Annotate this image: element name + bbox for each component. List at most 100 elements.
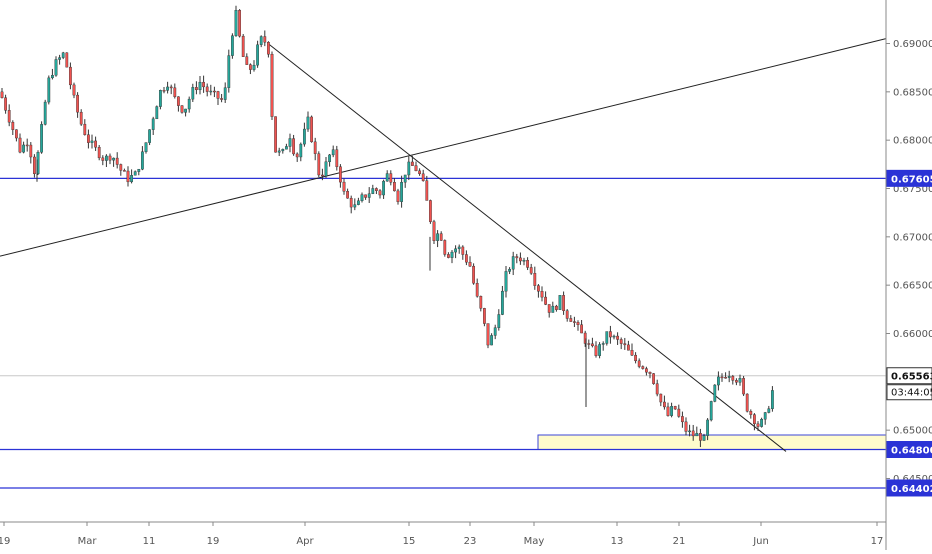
- candle-body: [51, 74, 54, 79]
- candle-body: [353, 204, 357, 208]
- candle-body: [648, 371, 652, 374]
- candle-body: [166, 86, 169, 91]
- candle-body: [609, 331, 612, 338]
- candle-body: [767, 408, 771, 413]
- countdown-label: 03:44:05: [891, 388, 932, 399]
- candle-body: [209, 90, 213, 93]
- candle-body: [605, 331, 609, 344]
- candle-body: [202, 81, 205, 88]
- candle-body: [645, 368, 648, 373]
- candle-body: [742, 378, 746, 395]
- candle-body: [248, 64, 252, 70]
- candle-body: [735, 380, 738, 383]
- candle-body: [245, 56, 249, 65]
- candle-body: [4, 97, 8, 111]
- candle-body: [655, 383, 659, 395]
- candle-body: [18, 137, 22, 153]
- candle-body: [641, 366, 645, 369]
- level-badge-box: [886, 441, 932, 458]
- candle-body: [393, 182, 396, 192]
- candle-body: [594, 345, 598, 356]
- x-tick-label: 19: [0, 536, 10, 547]
- candle-body: [7, 110, 11, 123]
- candle-body: [537, 285, 540, 292]
- candle-body: [720, 376, 724, 379]
- candle-body: [169, 86, 173, 89]
- candle-body: [389, 173, 393, 183]
- candle-body: [277, 150, 281, 153]
- candle-body: [529, 267, 533, 274]
- candle-body: [738, 378, 742, 383]
- level-badge-box: [886, 169, 932, 187]
- candle-body: [270, 53, 274, 117]
- candle-body: [205, 86, 209, 92]
- candle-body: [450, 251, 454, 258]
- candle-body: [702, 435, 706, 441]
- horizontal-levels-group: [0, 177, 886, 489]
- candle-body: [108, 155, 112, 161]
- candle-body: [727, 376, 731, 378]
- candle-body: [699, 433, 702, 441]
- candle-body: [79, 111, 83, 125]
- candle-body: [263, 36, 267, 43]
- candle-body: [634, 354, 638, 362]
- candle-body: [115, 157, 119, 165]
- candle-body: [637, 360, 641, 367]
- candle-body: [230, 35, 234, 56]
- candle-body: [212, 90, 216, 93]
- candle-body: [216, 91, 220, 99]
- candle-body: [274, 116, 277, 153]
- candle-body: [670, 406, 674, 416]
- candle-body: [659, 393, 663, 403]
- current-price-badge-box: [886, 367, 932, 385]
- candle-body: [619, 339, 623, 344]
- candle-body: [565, 310, 569, 319]
- support-zone-group: [537, 434, 887, 450]
- candle-body: [367, 193, 371, 198]
- candle-body: [490, 335, 493, 346]
- candle-body: [583, 332, 587, 344]
- candle-body: [414, 165, 418, 172]
- candle-body: [436, 233, 439, 241]
- candle-body: [119, 164, 123, 171]
- candle-body: [357, 200, 360, 205]
- x-tick-label: 13: [611, 536, 624, 547]
- candle-body: [515, 256, 519, 259]
- candle-body: [695, 433, 699, 437]
- candle-body: [461, 246, 465, 255]
- candle-body: [198, 81, 202, 91]
- candle-body: [104, 155, 108, 161]
- candle-body: [623, 343, 627, 346]
- trendline: [267, 43, 787, 452]
- level-badge-label: 0.67605: [891, 174, 932, 185]
- candle-body: [454, 248, 457, 253]
- candle-body: [717, 376, 720, 386]
- candle-body: [709, 401, 713, 421]
- candle-body: [241, 35, 245, 57]
- candle-body: [259, 36, 263, 45]
- candle-body: [331, 149, 335, 156]
- candle-body: [223, 87, 227, 100]
- candle-body: [457, 246, 461, 249]
- y-tick-label: 0.65000: [893, 426, 932, 437]
- candle-body: [580, 324, 584, 334]
- candle-body: [713, 384, 717, 402]
- candle-body: [555, 305, 558, 310]
- candle-body: [504, 271, 508, 292]
- candle-body: [58, 57, 62, 60]
- candle-body: [40, 124, 44, 153]
- candle-body: [0, 91, 4, 98]
- candle-body: [501, 290, 504, 315]
- candle-body: [425, 180, 429, 201]
- candle-body: [443, 240, 447, 255]
- candle-body: [533, 273, 537, 286]
- candle-body: [335, 149, 339, 167]
- candle-body: [763, 412, 767, 420]
- candle-body: [360, 194, 364, 202]
- candle-body: [288, 138, 292, 147]
- candle-body: [468, 261, 472, 267]
- candle-body: [429, 200, 432, 222]
- candle-body: [385, 173, 389, 182]
- candle-body: [76, 94, 80, 113]
